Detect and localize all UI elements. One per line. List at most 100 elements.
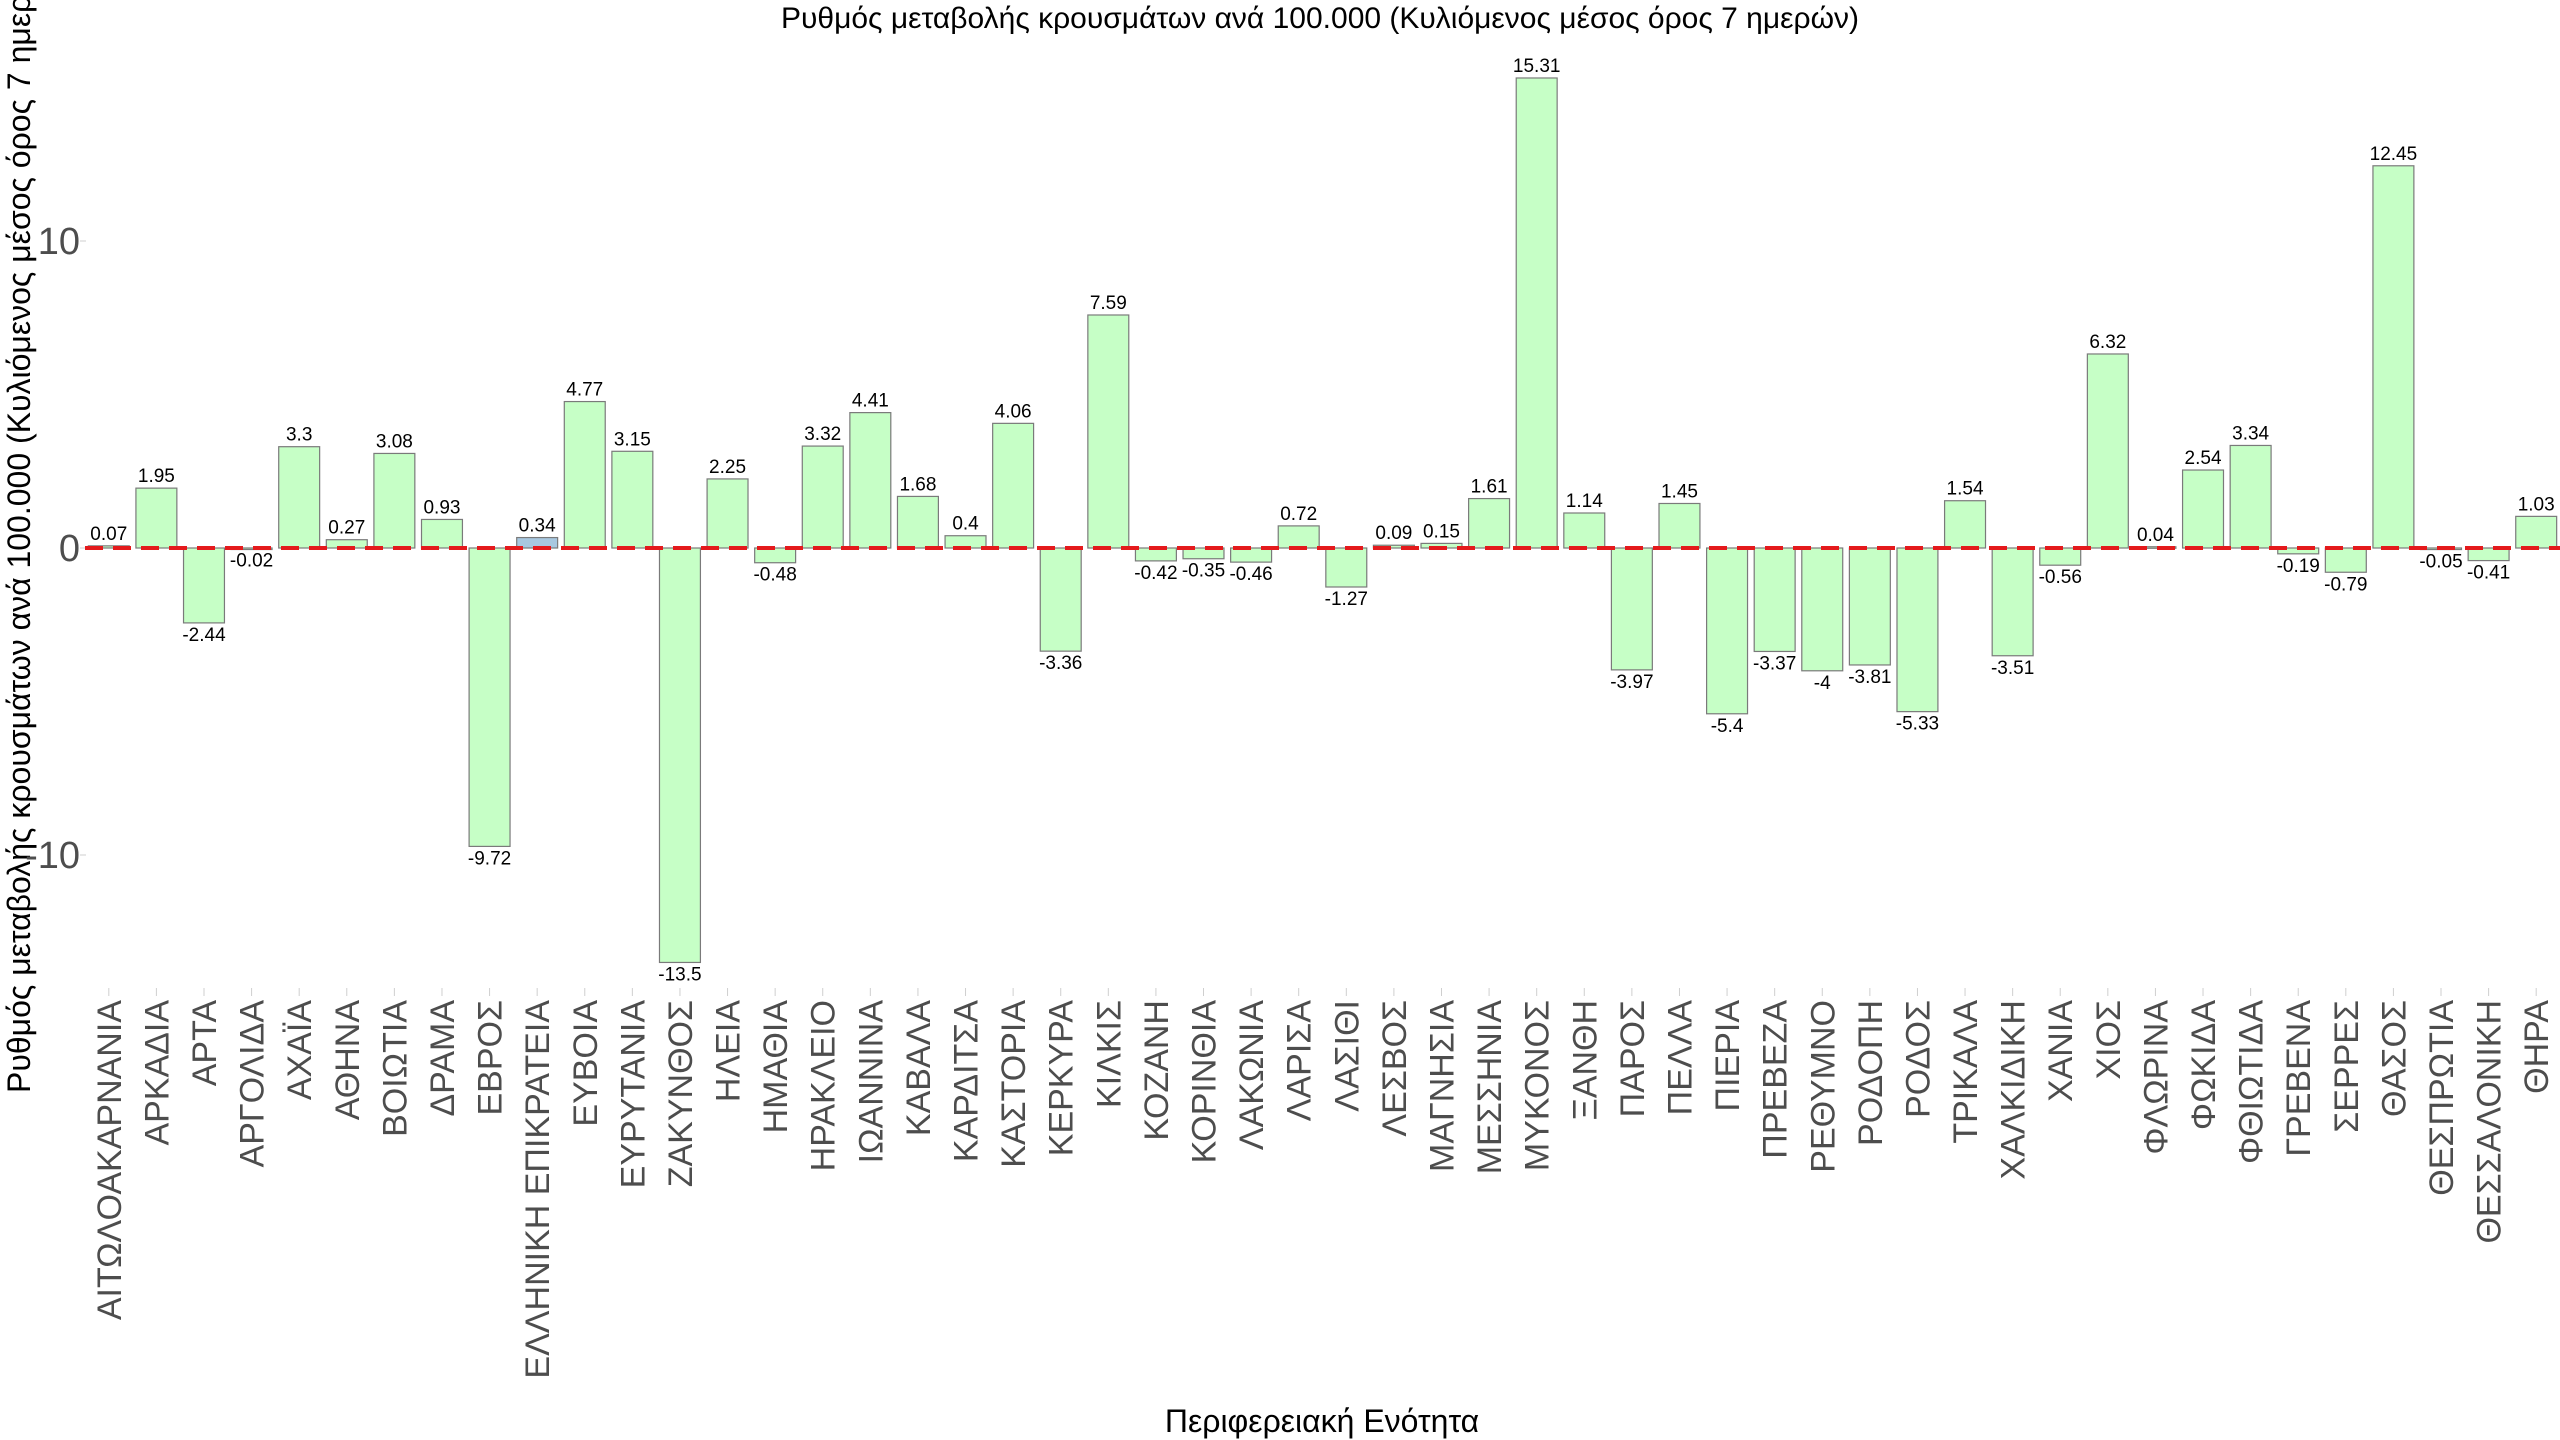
x-tick-label: ΡΟΔΟΠΗ — [1852, 1000, 1890, 1146]
x-tick-label: ΑΧΑΪΑ — [281, 1000, 319, 1100]
data-label: -5.4 — [1711, 716, 1744, 737]
data-label: -13.5 — [658, 964, 701, 985]
data-label: -3.97 — [1610, 672, 1653, 693]
data-label: -5.33 — [1896, 714, 1939, 735]
data-label: -3.81 — [1848, 667, 1891, 688]
bar — [1277, 525, 1320, 549]
x-tick-label: ΦΛΩΡΙΝΑ — [2137, 1000, 2175, 1155]
x-tick-label: ΚΟΖΑΝΗ — [1138, 1000, 1176, 1141]
data-label: 4.06 — [995, 401, 1032, 422]
data-label: 1.03 — [2518, 494, 2555, 515]
x-tick-label: ΚΕΡΚΥΡΑ — [1043, 1000, 1081, 1157]
data-label: 1.54 — [1947, 479, 1984, 500]
bar — [1991, 547, 2034, 657]
x-tick-label: ΗΡΑΚΛΕΙΟ — [805, 1000, 843, 1171]
bar — [420, 518, 464, 549]
bar — [754, 547, 797, 564]
data-label: 7.59 — [1090, 293, 1127, 314]
x-tick-label: ΡΟΔΟΣ — [1899, 1000, 1937, 1118]
bar — [1848, 547, 1891, 666]
x-axis-title: Περιφερειακή Ενότητα — [1165, 1403, 1479, 1439]
bar — [563, 400, 606, 549]
x-tick-label: ΛΕΣΒΟΣ — [1376, 1000, 1414, 1137]
data-label: 0.27 — [328, 518, 365, 539]
bar — [2229, 444, 2272, 549]
bar — [992, 422, 1035, 549]
data-label: -0.35 — [1182, 561, 1225, 582]
x-tick-label: ΦΘΙΩΤΙΔΑ — [2233, 1000, 2271, 1164]
x-tick-label: ΗΛΕΙΑ — [710, 1000, 748, 1102]
bar — [1230, 547, 1273, 563]
x-tick-label: ΛΑΚΩΝΙΑ — [1233, 1000, 1271, 1150]
bar — [1515, 77, 1558, 549]
bar — [2467, 547, 2510, 562]
bar — [1801, 547, 1844, 672]
data-label: -0.56 — [2039, 567, 2082, 588]
data-label: 0.07 — [90, 524, 127, 545]
bar — [2181, 469, 2225, 549]
data-label: 1.95 — [138, 466, 175, 487]
x-tick-label: ΜΑΓΝΗΣΙΑ — [1423, 1000, 1461, 1172]
x-tick-label: ΛΑΣΙΘΙ — [1328, 1000, 1366, 1112]
x-tick-label: ΠΑΡΟΣ — [1614, 1000, 1652, 1117]
data-label: 6.32 — [2089, 332, 2126, 353]
bar — [1563, 512, 1606, 549]
x-tick-label: ΔΡΑΜΑ — [424, 1000, 462, 1117]
data-label: -0.79 — [2324, 574, 2367, 595]
data-label: 12.45 — [2370, 144, 2418, 165]
bar — [849, 412, 892, 549]
x-tick-label: ΘΕΣΣΑΛΟΝΙΚΗ — [2471, 1000, 2509, 1244]
bar — [1610, 547, 1653, 671]
x-tick-label: ΕΒΡΟΣ — [472, 1000, 510, 1116]
x-tick-label: ΦΩΚΙΔΑ — [2185, 1000, 2223, 1130]
x-tick-label: ΖΑΚΥΝΘΟΣ — [662, 1000, 700, 1187]
x-tick-label: ΠΕΛΛΑ — [1661, 1000, 1699, 1116]
x-tick-label: ΕΥΒΟΙΑ — [567, 1000, 605, 1127]
x-tick-label: ΛΑΡΙΣΑ — [1281, 1000, 1319, 1122]
bar — [1943, 500, 1987, 549]
x-tick-label: ΠΡΕΒΕΖΑ — [1757, 1000, 1795, 1159]
data-label: -3.36 — [1039, 653, 1082, 674]
bar — [801, 445, 844, 549]
data-label: 1.14 — [1566, 491, 1603, 512]
bar — [1039, 547, 1082, 652]
bar — [373, 452, 416, 549]
x-tick-label: ΤΡΙΚΑΛΑ — [1947, 1000, 1985, 1144]
data-label: 3.34 — [2232, 423, 2269, 444]
data-label: 1.68 — [899, 474, 936, 495]
data-label: -0.05 — [2419, 552, 2462, 573]
bar — [1182, 547, 1225, 560]
x-tick-label: ΓΡΕΒΕΝΑ — [2280, 1000, 2318, 1157]
data-label: -3.37 — [1753, 653, 1796, 674]
data-label: 3.08 — [376, 431, 413, 452]
bar — [2039, 547, 2082, 566]
data-label: 3.32 — [804, 424, 841, 445]
x-tick-label: ΞΑΝΘΗ — [1566, 1000, 1604, 1120]
y-tick-label: 10 — [38, 221, 80, 263]
data-label: 0.04 — [2137, 525, 2174, 546]
data-label: -0.19 — [2277, 556, 2320, 577]
y-tick-label: -10 — [25, 835, 80, 877]
x-tick-label: ΕΥΡΥΤΑΝΙΑ — [614, 1000, 652, 1189]
bar — [706, 478, 749, 549]
bar — [2324, 547, 2367, 573]
x-tick-label: ΚΟΡΙΝΘΙΑ — [1186, 1000, 1224, 1164]
bar — [1468, 497, 1511, 549]
y-tick-label: 0 — [59, 528, 80, 570]
bar — [1896, 547, 1939, 713]
x-tick-label: ΧΑΝΙΑ — [2042, 1000, 2080, 1102]
x-tick-label: ΑΡΤΑ — [186, 1000, 224, 1087]
x-tick-label: ΚΙΛΚΙΣ — [1090, 1000, 1128, 1108]
x-tick-label: ΕΛΛΗΝΙΚΗ ΕΠΙΚΡΑΤΕΙΑ — [519, 1000, 557, 1379]
x-tick-label: ΘΗΡΑ — [2518, 1000, 2556, 1094]
bar — [1658, 502, 1701, 549]
data-label: 0.34 — [519, 516, 556, 537]
chart-title: Ρυθμός μεταβολής κρουσμάτων ανά 100.000 … — [781, 2, 1859, 35]
x-tick-label: ΜΕΣΣΗΝΙΑ — [1471, 1000, 1509, 1175]
data-label: 0.4 — [952, 514, 979, 535]
data-label: 4.41 — [852, 391, 889, 412]
data-label: -0.42 — [1134, 563, 1177, 584]
data-label: -0.41 — [2467, 563, 2510, 584]
x-tick-label: ΑΡΓΟΛΙΔΑ — [234, 1000, 272, 1168]
